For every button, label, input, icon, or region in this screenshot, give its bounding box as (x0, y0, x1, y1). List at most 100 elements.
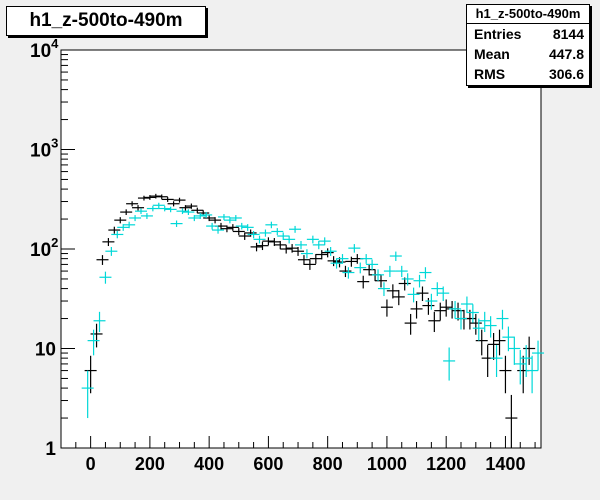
data-point-black (185, 203, 198, 209)
y-tick-label: 10 (35, 340, 56, 361)
y-tick-label: 104 (30, 36, 59, 62)
data-point-cyan (135, 208, 147, 215)
data-point-cyan (514, 350, 527, 385)
data-point-cyan (466, 304, 479, 323)
data-point-cyan (360, 254, 373, 264)
data-point-black (315, 250, 328, 260)
histogram-title: h1_z-500to-490m (6, 6, 206, 36)
data-point-cyan (146, 205, 159, 212)
data-point-black (90, 323, 103, 348)
data-point-black (440, 299, 453, 317)
stats-box: h1_z-500to-490m Entries 8144 Mean 447.8 … (466, 4, 590, 86)
stats-row-mean: Mean 447.8 (467, 44, 589, 64)
data-point-cyan (425, 293, 438, 310)
data-point-black (232, 228, 245, 236)
stats-box-title: h1_z-500to-490m (467, 5, 589, 24)
data-point-cyan (330, 258, 343, 269)
data-point-black (523, 336, 536, 365)
data-point-black (108, 226, 121, 234)
data-point-black (392, 289, 405, 306)
data-point-black (120, 209, 133, 215)
data-point-cyan (395, 265, 408, 278)
data-point-cyan (283, 235, 296, 244)
data-point-black (309, 254, 322, 264)
data-point-cyan (259, 229, 272, 237)
stats-entries-value: 8144 (552, 26, 584, 42)
data-point-black (84, 355, 97, 394)
data-point-black (404, 313, 417, 335)
data-point-black (297, 255, 310, 265)
data-point-cyan (271, 228, 284, 236)
data-point-black (256, 241, 269, 251)
data-point-cyan (324, 246, 337, 256)
data-point-black (220, 225, 233, 233)
data-point-black (167, 201, 180, 207)
data-point-cyan (449, 301, 462, 319)
data-point-cyan (389, 251, 402, 261)
data-point-black (321, 248, 334, 258)
data-point-black (375, 274, 387, 288)
data-point-cyan (152, 202, 165, 208)
x-tick-label: 600 (253, 454, 283, 474)
x-tick-label: 0 (86, 454, 96, 474)
data-point-cyan (206, 222, 219, 230)
stats-rms-label: RMS (474, 66, 506, 82)
data-point-cyan (354, 262, 367, 274)
data-point-cyan (490, 345, 503, 377)
data-point-cyan (212, 226, 225, 234)
data-point-black (428, 311, 441, 333)
data-point-cyan (508, 336, 521, 365)
data-point-cyan (194, 213, 207, 219)
data-point-cyan (265, 221, 278, 229)
data-point-black (280, 244, 293, 254)
data-point-cyan (87, 329, 100, 356)
data-point-cyan (140, 213, 153, 219)
data-point-cyan (235, 222, 248, 230)
data-point-cyan (478, 311, 491, 333)
data-point-cyan (170, 220, 183, 227)
data-point-cyan (93, 311, 106, 333)
data-point-cyan (401, 273, 414, 286)
data-point-cyan (496, 309, 509, 330)
data-point-cyan (372, 269, 385, 282)
data-point-black (357, 275, 370, 289)
data-point-cyan (164, 206, 177, 213)
data-point-cyan (99, 271, 112, 284)
data-point-cyan (460, 296, 473, 314)
data-point-black (173, 197, 186, 203)
data-point-black (161, 197, 174, 202)
data-point-cyan (123, 221, 136, 229)
data-point-black (487, 332, 500, 360)
data-point-cyan (342, 267, 355, 279)
data-point-black (137, 195, 150, 201)
data-point-cyan (306, 235, 319, 244)
data-point-cyan (81, 370, 94, 419)
data-point-black (292, 246, 305, 256)
data-point-cyan (484, 316, 497, 338)
data-point-cyan (443, 347, 456, 381)
x-tick-label: 400 (194, 454, 224, 474)
data-point-black (96, 255, 109, 265)
data-point-black (499, 355, 512, 394)
data-point-cyan (407, 287, 420, 303)
data-point-cyan (366, 259, 379, 270)
data-point-cyan (247, 230, 260, 239)
data-point-black (303, 259, 316, 270)
data-point-cyan (312, 240, 325, 250)
x-tick-label: 1400 (485, 454, 525, 474)
data-point-cyan (502, 326, 515, 352)
data-point-cyan (241, 224, 254, 231)
data-point-cyan (348, 244, 361, 253)
x-tick-label: 800 (313, 454, 343, 474)
data-point-black (505, 394, 518, 448)
data-point-cyan (532, 340, 545, 371)
data-point-black (327, 256, 340, 267)
data-point-cyan (253, 235, 266, 244)
data-point-black (209, 217, 222, 224)
data-point-cyan (158, 205, 171, 212)
stats-mean-label: Mean (474, 46, 510, 62)
x-tick-label: 1000 (367, 454, 407, 474)
data-point-cyan (520, 345, 533, 377)
